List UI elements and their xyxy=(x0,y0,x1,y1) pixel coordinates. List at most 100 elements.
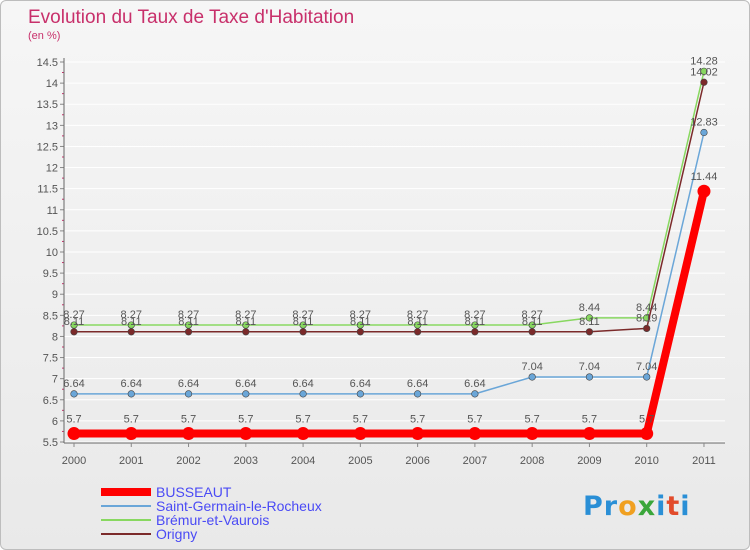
series-line xyxy=(74,71,705,326)
data-point xyxy=(700,78,708,86)
data-point xyxy=(414,328,422,336)
data-point xyxy=(182,427,196,441)
data-point xyxy=(296,427,310,441)
data-point xyxy=(468,427,482,441)
data-point xyxy=(70,328,78,336)
data-label: 5.7 xyxy=(124,414,139,426)
data-label: 14.28 xyxy=(690,55,718,67)
logo-letter: i xyxy=(680,491,691,522)
logo-letter: t xyxy=(666,491,681,522)
data-point xyxy=(471,328,479,336)
y-tick-label: 10 xyxy=(46,247,58,259)
data-point xyxy=(582,427,596,441)
data-point xyxy=(411,427,425,441)
y-tick-label: 12.5 xyxy=(37,141,58,153)
data-point xyxy=(299,328,307,336)
data-label: 8.11 xyxy=(522,316,543,328)
data-label: 7.04 xyxy=(579,361,600,373)
legend-swatch xyxy=(101,519,151,521)
data-label: 7.04 xyxy=(636,361,657,373)
data-point xyxy=(184,328,193,336)
series-line xyxy=(74,190,708,438)
data-label: 8.11 xyxy=(407,316,428,328)
y-tick-label: 11.5 xyxy=(37,184,58,196)
data-point xyxy=(700,128,708,137)
x-tick-label: 2000 xyxy=(62,455,86,467)
data-label: 8.11 xyxy=(121,316,142,328)
data-label: 5.7 xyxy=(295,414,310,426)
data-point xyxy=(528,373,536,381)
data-label: 8.27 xyxy=(464,309,485,321)
data-point xyxy=(127,328,135,336)
data-label: 5.7 xyxy=(582,414,597,426)
data-point xyxy=(242,328,250,336)
legend-label: Saint-Germain-le-Rocheux xyxy=(156,498,322,514)
x-tick-label: 2005 xyxy=(348,455,372,467)
data-label: 8.11 xyxy=(64,316,85,328)
data-label: 8.19 xyxy=(636,312,657,324)
y-tick-label: 9 xyxy=(52,289,58,301)
data-point xyxy=(700,67,708,75)
data-label: 6.64 xyxy=(407,378,428,390)
legend-swatch xyxy=(101,505,151,507)
logo-letter: r xyxy=(603,491,619,522)
data-point xyxy=(356,390,364,398)
data-label: 6.64 xyxy=(235,378,256,390)
data-point xyxy=(585,314,594,322)
data-label: 8.11 xyxy=(236,316,257,328)
data-label: 8.11 xyxy=(465,316,486,328)
y-tick-label: 13.5 xyxy=(37,99,58,111)
legend-swatch xyxy=(101,533,151,535)
data-point xyxy=(127,390,135,398)
x-tick-label: 2011 xyxy=(692,455,716,467)
legend-swatch xyxy=(101,488,151,496)
y-tick-label: 8 xyxy=(52,331,58,343)
data-label: 8.11 xyxy=(350,316,371,328)
data-point xyxy=(239,427,253,441)
y-tick-label: 8.5 xyxy=(43,310,58,322)
data-label: 8.27 xyxy=(292,309,313,321)
logo-letter: P xyxy=(583,491,604,522)
data-label: 11.44 xyxy=(691,171,718,183)
x-tick-label: 2010 xyxy=(634,455,658,467)
data-point xyxy=(353,427,367,441)
chart-subtitle: (en %) xyxy=(28,30,61,42)
data-point xyxy=(697,184,711,198)
data-label: 6.64 xyxy=(63,378,84,390)
y-tick-label: 6 xyxy=(52,416,58,428)
y-tick-label: 7 xyxy=(52,374,58,386)
legend-label: Origny xyxy=(156,526,198,542)
y-tick-label: 6.5 xyxy=(43,395,58,407)
y-tick-label: 14.5 xyxy=(37,57,58,69)
data-point xyxy=(242,390,250,398)
y-tick-label: 10.5 xyxy=(37,226,58,238)
logo-letter: x xyxy=(637,491,657,522)
data-point xyxy=(124,427,138,441)
series-line xyxy=(74,132,705,395)
x-tick-label: 2008 xyxy=(520,455,544,467)
data-label: 6.64 xyxy=(292,378,313,390)
data-label: 8.27 xyxy=(521,309,542,321)
proxiti-logo: Proxiti xyxy=(583,491,691,522)
y-tick-label: 11 xyxy=(47,205,58,217)
data-label: 8.27 xyxy=(121,309,142,321)
data-point xyxy=(414,390,422,398)
x-tick-label: 2009 xyxy=(577,455,601,467)
data-label: 6.64 xyxy=(350,378,371,390)
x-tick-label: 2001 xyxy=(119,455,143,467)
data-label: 5.7 xyxy=(238,414,253,426)
chart-title: Evolution du Taux de Taxe d'Habitation xyxy=(28,7,355,28)
data-label: 8.44 xyxy=(579,302,600,314)
data-label: 5.7 xyxy=(525,414,540,426)
x-tick-label: 2002 xyxy=(176,455,200,467)
x-tick-label: 2004 xyxy=(291,455,315,467)
data-label: 8.27 xyxy=(235,309,256,321)
data-point xyxy=(585,328,594,336)
data-point xyxy=(640,427,654,441)
data-point xyxy=(299,390,307,398)
data-label: 5.7 xyxy=(410,414,425,426)
data-label: 8.27 xyxy=(407,309,428,321)
data-point xyxy=(471,390,479,398)
y-tick-label: 14 xyxy=(46,78,58,90)
